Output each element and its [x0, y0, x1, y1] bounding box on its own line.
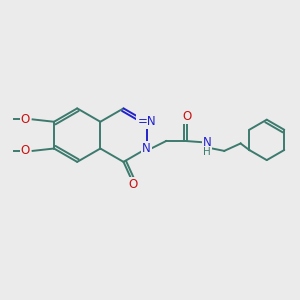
Text: =N: =N — [137, 115, 156, 128]
Text: O: O — [21, 113, 30, 126]
Text: N: N — [142, 142, 151, 155]
Text: O: O — [21, 144, 30, 158]
Text: O: O — [182, 110, 191, 123]
Text: H: H — [203, 147, 211, 157]
Text: N: N — [202, 136, 211, 149]
Text: O: O — [129, 178, 138, 191]
